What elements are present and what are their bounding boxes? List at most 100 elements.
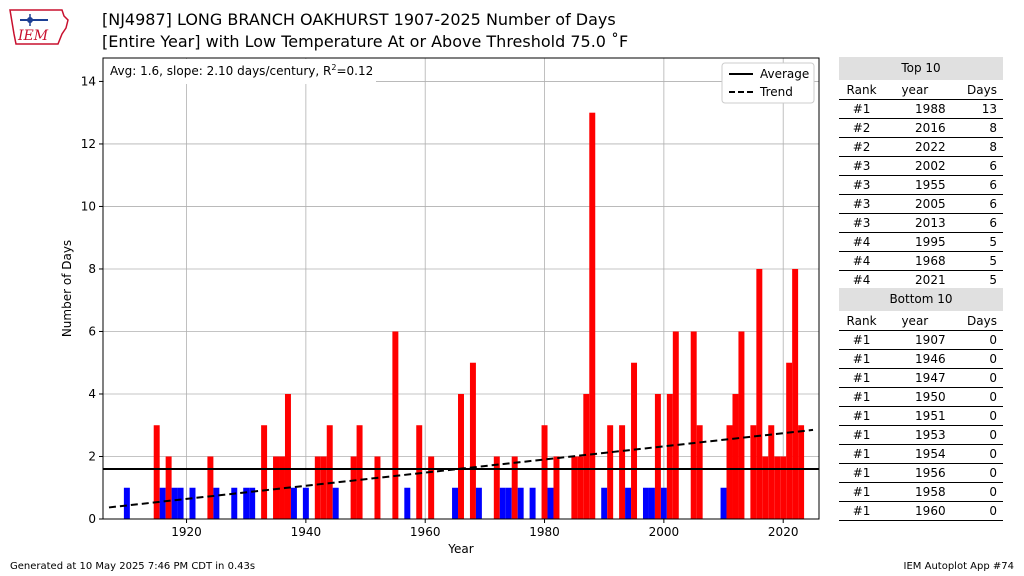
bar (553, 456, 560, 519)
y-tick-label: 2 (88, 449, 96, 463)
bar (511, 456, 518, 519)
top10-header-row: Rank year Days (839, 80, 1003, 100)
cell-days: 0 (945, 406, 1003, 426)
bar (726, 425, 733, 519)
cell-days: 0 (945, 387, 1003, 407)
cell-rank: #2 (839, 118, 885, 138)
cell-year: 1907 (884, 330, 946, 350)
cell-year: 1988 (884, 99, 946, 119)
cell-rank: #1 (839, 99, 885, 119)
bar (577, 456, 584, 519)
y-axis-label: Number of Days (60, 240, 74, 337)
x-tick-label: 1960 (410, 525, 441, 539)
bar (780, 456, 787, 519)
cell-rank: #3 (839, 194, 885, 214)
cell-days: 0 (945, 368, 1003, 388)
bar (768, 425, 775, 519)
cell-rank: #1 (839, 501, 885, 521)
bar (165, 456, 172, 519)
cell-rank: #1 (839, 330, 885, 350)
table-row: #1 1946 0 (839, 349, 1003, 369)
y-tick-label: 6 (88, 324, 96, 338)
table-row: #1 1958 0 (839, 482, 1003, 502)
title-line-1: [NJ4987] LONG BRANCH OAKHURST 1907-2025 … (102, 10, 616, 29)
bar (273, 456, 280, 519)
bar (428, 456, 435, 519)
cell-year: 2022 (884, 137, 946, 157)
app-note: IEM Autoplot App #74 (903, 561, 1014, 572)
cell-days: 5 (945, 270, 1003, 290)
bar (279, 456, 285, 519)
table-row: #1 1907 0 (839, 330, 1003, 350)
title-line-2: [Entire Year] with Low Temperature At or… (102, 32, 629, 51)
bar (619, 425, 626, 519)
cell-days: 5 (945, 232, 1003, 252)
cell-rank: #1 (839, 425, 885, 445)
bar (416, 425, 423, 519)
x-tick-label: 2000 (649, 525, 680, 539)
chart-title: [NJ4987] LONG BRANCH OAKHURST 1907-2025 … (102, 9, 628, 53)
bar (541, 425, 548, 519)
cell-year: 2005 (884, 194, 946, 214)
bar (392, 331, 399, 519)
bar (314, 456, 321, 519)
cell-year: 1958 (884, 482, 946, 502)
bar (249, 487, 256, 519)
table-row: #1 1953 0 (839, 425, 1003, 445)
bar (571, 456, 578, 519)
column-header-rank: Rank (839, 80, 885, 100)
table-row: #1 1947 0 (839, 368, 1003, 388)
y-tick-label: 0 (88, 512, 96, 526)
cell-rank: #1 (839, 349, 885, 369)
bar (529, 487, 536, 519)
cell-rank: #4 (839, 270, 885, 290)
bar (642, 487, 649, 519)
bar (654, 393, 661, 519)
bar (458, 393, 464, 519)
bar (374, 456, 381, 519)
cell-days: 5 (945, 251, 1003, 271)
cell-days: 8 (945, 118, 1003, 138)
bar (499, 487, 506, 519)
bar (123, 487, 130, 519)
bar (648, 487, 655, 519)
bar (583, 393, 590, 519)
bar (750, 425, 757, 519)
trend-line (108, 428, 814, 509)
bar (207, 456, 214, 519)
top10-title: Top 10 (839, 57, 1003, 80)
cell-year: 1946 (884, 349, 946, 369)
cell-days: 0 (945, 349, 1003, 369)
iowa-outline-icon (9, 9, 69, 45)
cell-days: 6 (945, 194, 1003, 214)
bar (786, 362, 793, 519)
bar (672, 331, 679, 519)
stats-box (104, 59, 376, 84)
bar (660, 487, 667, 519)
cell-days: 13 (945, 99, 1003, 119)
table-row: #1 1956 0 (839, 463, 1003, 483)
y-tick-label: 4 (88, 387, 96, 401)
x-tick-label: 1940 (291, 525, 322, 539)
bar (452, 487, 459, 519)
cell-days: 0 (945, 444, 1003, 464)
y-tick-label: 14 (81, 74, 96, 88)
bar (505, 487, 512, 519)
bar (356, 425, 363, 519)
table-row: #3 2002 6 (839, 156, 1003, 176)
cell-year: 1968 (884, 251, 946, 271)
bar (792, 268, 799, 519)
bar (171, 487, 178, 519)
bar (738, 331, 745, 519)
bar (350, 456, 357, 519)
stats-suffix: =0.12 (336, 64, 373, 78)
bar (177, 487, 184, 519)
bar (284, 393, 291, 519)
bar (732, 393, 739, 519)
cell-days: 6 (945, 213, 1003, 233)
bar (720, 487, 727, 519)
cell-year: 1950 (884, 387, 946, 407)
bar (774, 456, 781, 519)
bar (302, 487, 309, 519)
bar (762, 456, 769, 519)
